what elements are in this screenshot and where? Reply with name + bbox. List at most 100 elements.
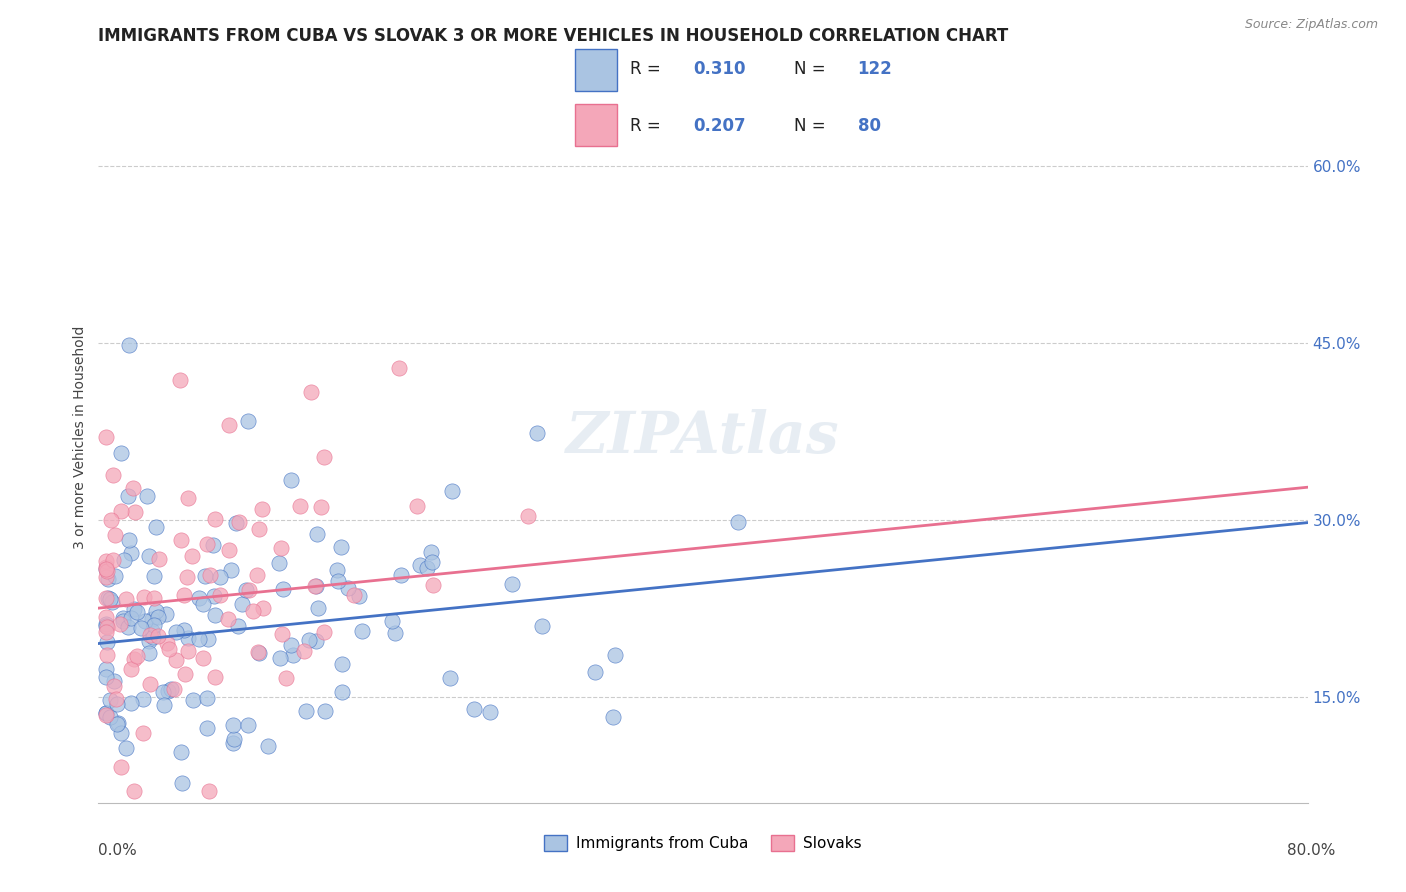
Point (305, 526, 328, 541)
Point (269, 556, 291, 570)
Point (112, 614, 135, 628)
Point (290, 499, 312, 513)
Point (281, 648, 304, 662)
Text: 80.0%: 80.0% (1288, 843, 1336, 858)
Point (314, 450, 336, 464)
Point (115, 741, 138, 756)
Point (105, 698, 128, 712)
Text: ZIPAtlas: ZIPAtlas (567, 409, 839, 466)
Point (170, 745, 193, 759)
Point (299, 385, 322, 400)
Point (197, 784, 219, 798)
Point (204, 512, 226, 526)
Point (271, 627, 294, 641)
Point (271, 582, 294, 596)
Legend: Immigrants from Cuba, Slovaks: Immigrants from Cuba, Slovaks (538, 830, 868, 857)
Point (330, 540, 353, 554)
Point (96, 648, 118, 662)
Point (247, 523, 270, 537)
Point (526, 426, 548, 441)
Point (242, 605, 264, 619)
Point (94, 708, 117, 723)
Point (94, 662, 117, 676)
Point (188, 591, 211, 605)
Point (381, 615, 404, 629)
Text: R =: R = (630, 117, 661, 135)
Point (304, 579, 326, 593)
Point (121, 481, 143, 495)
Point (153, 698, 176, 713)
Point (516, 509, 538, 524)
Point (197, 537, 219, 551)
Point (298, 633, 321, 648)
Point (170, 775, 193, 789)
Point (120, 696, 142, 710)
Point (94, 619, 117, 633)
Point (110, 759, 132, 773)
Point (94, 706, 117, 720)
Point (181, 693, 204, 707)
Point (134, 590, 156, 604)
Text: Source: ZipAtlas.com: Source: ZipAtlas.com (1244, 18, 1378, 31)
Point (104, 527, 127, 541)
Point (142, 630, 165, 644)
Point (96, 565, 118, 579)
Point (129, 621, 152, 635)
Point (107, 716, 129, 731)
Point (280, 473, 302, 487)
Point (441, 483, 464, 498)
Point (145, 604, 167, 618)
Point (145, 519, 167, 533)
Point (160, 681, 183, 696)
Point (152, 685, 174, 699)
Point (103, 467, 125, 482)
Point (226, 618, 249, 632)
Point (478, 705, 501, 719)
Point (125, 606, 148, 620)
Point (247, 645, 270, 659)
Text: R =: R = (630, 61, 661, 78)
Point (195, 721, 218, 735)
Point (501, 577, 523, 591)
Point (531, 619, 554, 633)
Point (156, 683, 179, 698)
Point (96, 635, 118, 649)
Point (94, 562, 117, 576)
Point (292, 644, 315, 658)
Point (98, 693, 121, 707)
Point (141, 612, 163, 626)
Bar (575, 49, 617, 91)
Point (347, 589, 370, 603)
Point (132, 726, 155, 740)
Point (201, 539, 224, 553)
Point (727, 515, 749, 529)
Point (125, 648, 148, 663)
Point (236, 413, 259, 427)
Point (439, 671, 461, 685)
Point (238, 582, 260, 597)
Point (117, 620, 139, 634)
Point (603, 648, 626, 663)
Point (105, 692, 128, 706)
Point (174, 667, 197, 681)
Text: N =: N = (794, 61, 825, 78)
Point (101, 553, 124, 567)
Point (252, 601, 274, 615)
Point (308, 601, 330, 615)
Point (94, 553, 117, 567)
Point (419, 544, 441, 558)
Point (222, 718, 245, 732)
Point (131, 692, 153, 706)
Point (209, 588, 232, 602)
Point (326, 563, 349, 577)
Point (94, 591, 117, 606)
Text: 0.310: 0.310 (693, 61, 745, 78)
Point (100, 513, 122, 527)
Point (388, 361, 411, 376)
Point (314, 625, 336, 640)
Point (198, 567, 221, 582)
Point (96, 620, 118, 634)
Point (136, 489, 159, 503)
Point (117, 489, 139, 503)
Point (328, 574, 350, 588)
